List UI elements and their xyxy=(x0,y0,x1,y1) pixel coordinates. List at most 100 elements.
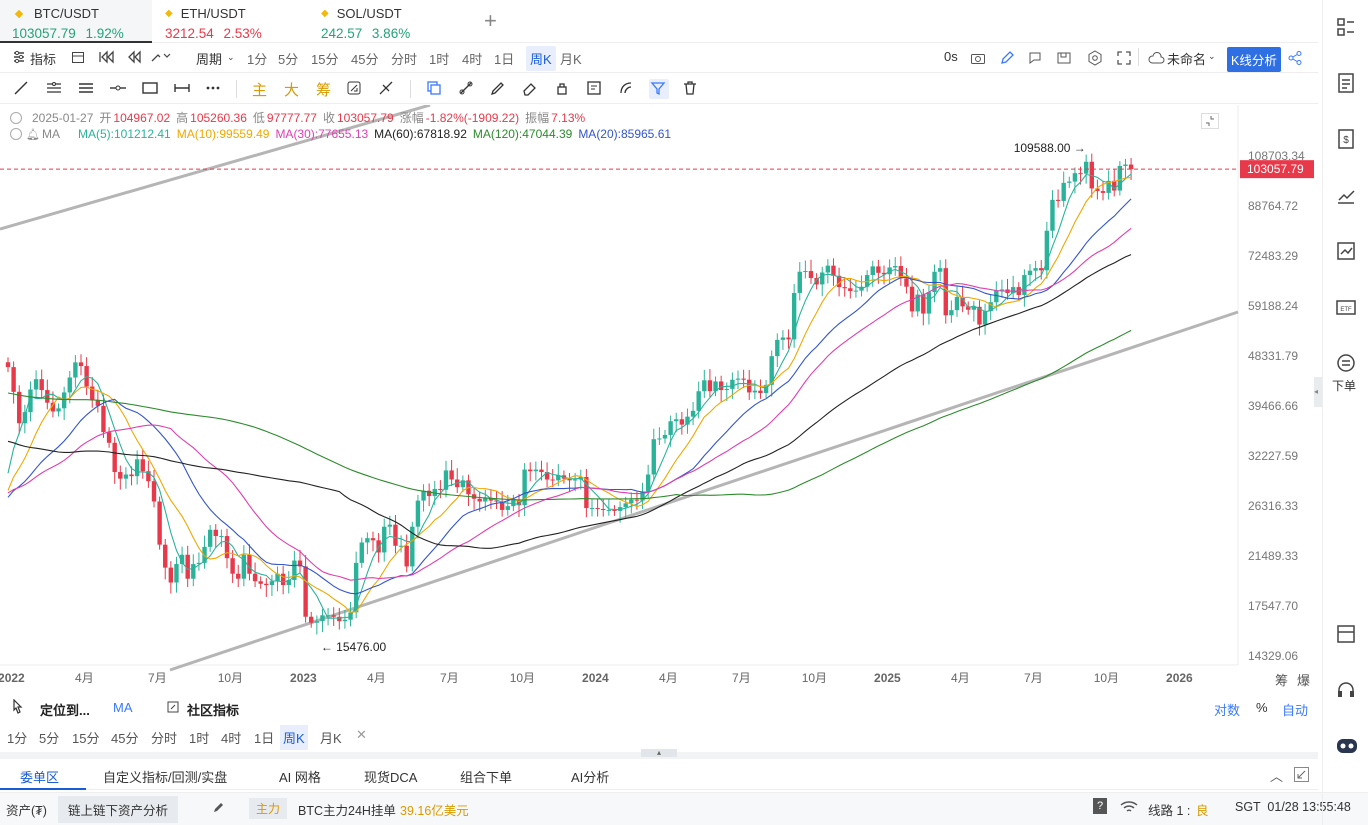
chart-panel-icon[interactable] xyxy=(1335,240,1357,262)
edit-icon[interactable] xyxy=(166,700,180,717)
period2-5[interactable]: 1时 xyxy=(189,731,210,746)
side-collapse-handle[interactable]: ◂ xyxy=(1314,377,1322,407)
period-0[interactable]: 1分 xyxy=(247,52,268,67)
chain-analysis-button[interactable]: 链上链下资产分析 xyxy=(58,796,179,823)
frame-icon[interactable] xyxy=(1027,51,1043,65)
pencil-icon[interactable] xyxy=(999,51,1015,65)
period2-1[interactable]: 5分 xyxy=(39,731,60,746)
trash-icon[interactable] xyxy=(681,79,701,99)
collapse-icon[interactable] xyxy=(1201,113,1219,129)
period-9[interactable]: 月K xyxy=(560,52,582,67)
dollar-icon[interactable]: $ xyxy=(1335,128,1357,150)
magnet-icon[interactable] xyxy=(345,79,365,99)
fullscreen-icon[interactable] xyxy=(1116,50,1132,66)
bottom-tab-0[interactable]: 委单区 xyxy=(20,770,60,785)
community-indicator[interactable]: 社区指标 xyxy=(187,703,240,718)
main-force-button[interactable]: 主 xyxy=(252,82,268,99)
save-icon[interactable] xyxy=(1056,51,1072,65)
indicator-button[interactable]: 指标 xyxy=(30,52,57,67)
trend-up-icon[interactable] xyxy=(1335,184,1357,206)
close-icon[interactable]: ✕ xyxy=(356,727,367,742)
brush-icon[interactable] xyxy=(489,79,509,99)
period-4[interactable]: 分时 xyxy=(391,52,418,67)
horizontal-ray-icon[interactable] xyxy=(109,79,129,99)
kline-analysis-button[interactable]: K线分析 xyxy=(1227,47,1281,72)
assets-label[interactable]: 资产(₮) xyxy=(6,804,47,818)
copy-icon[interactable] xyxy=(425,79,445,99)
pen-icon[interactable] xyxy=(212,800,226,817)
period-button[interactable]: 周期 xyxy=(196,52,223,67)
document-icon[interactable] xyxy=(1335,72,1357,94)
cloud-icon[interactable] xyxy=(1147,51,1165,65)
bottom-tab-2[interactable]: AI 网格 xyxy=(279,770,321,785)
ma-indicator[interactable]: MA xyxy=(113,700,133,715)
period-2[interactable]: 15分 xyxy=(311,52,339,67)
kline-chart[interactable]: 108703.34 88764.72 72483.29 59188.24 48331.7… xyxy=(0,105,1322,690)
period-8[interactable]: 周K xyxy=(526,46,556,71)
period2-9[interactable]: 月K xyxy=(320,731,342,746)
add-tab-icon[interactable]: + xyxy=(484,8,497,33)
rewind-icon[interactable] xyxy=(98,50,114,64)
hide-circle-icon[interactable] xyxy=(10,111,22,124)
camera-icon[interactable] xyxy=(970,51,986,65)
layout-icon[interactable] xyxy=(1335,623,1357,645)
expand-handle[interactable]: ▴ xyxy=(641,749,677,757)
tab-eth[interactable]: ◆ ETH/USDT 3212.54 2.53% xyxy=(156,0,308,43)
horizontal-lines-icon[interactable] xyxy=(77,79,97,99)
tab-sol[interactable]: ◆ SOL/USDT 242.57 3.86% xyxy=(312,0,464,43)
measure-icon[interactable] xyxy=(173,79,193,99)
period-5[interactable]: 1时 xyxy=(429,52,450,67)
gear-icon[interactable] xyxy=(1087,50,1103,66)
period2-0[interactable]: 1分 xyxy=(7,731,28,746)
seconds-label[interactable]: 0s xyxy=(944,49,958,64)
robot-icon[interactable] xyxy=(1335,734,1357,756)
help-icon[interactable]: ? xyxy=(1093,798,1107,814)
headset-icon[interactable] xyxy=(1335,679,1357,701)
rectangle-icon[interactable] xyxy=(141,79,161,99)
layout-name[interactable]: 未命名 xyxy=(1167,52,1207,67)
period2-4[interactable]: 分时 xyxy=(151,731,178,746)
orderbook-icon[interactable] xyxy=(1335,16,1357,38)
period-1[interactable]: 5分 xyxy=(278,52,299,67)
auto-scale[interactable]: 自动 xyxy=(1282,703,1309,718)
chips-button[interactable]: 筹 xyxy=(316,82,332,99)
period2-2[interactable]: 15分 xyxy=(72,731,100,746)
liquidation-toggle[interactable]: 爆 xyxy=(1297,673,1311,688)
panel-divider[interactable]: ▴ xyxy=(0,749,1318,759)
bottom-tab-3[interactable]: 现货DCA xyxy=(364,770,418,785)
bottom-tab-1[interactable]: 自定义指标/回测/实盘 xyxy=(103,770,228,785)
fib-icon[interactable] xyxy=(617,79,637,99)
indicator-icon[interactable] xyxy=(12,50,26,64)
large-order-button[interactable]: 大 xyxy=(284,82,300,99)
period2-8[interactable]: 周K xyxy=(280,725,308,750)
bottom-tab-4[interactable]: 组合下单 xyxy=(460,770,513,785)
calendar-icon[interactable] xyxy=(71,50,85,64)
period-6[interactable]: 4时 xyxy=(462,52,483,67)
chips-toggle[interactable]: 筹 xyxy=(1275,673,1289,688)
share-icon[interactable] xyxy=(1287,50,1303,66)
line-label[interactable]: 线路 1 : xyxy=(1148,804,1191,818)
chart-canvas[interactable]: 108703.34 88764.72 72483.29 59188.24 48331.7… xyxy=(0,105,1318,690)
filter-icon[interactable] xyxy=(649,79,669,99)
log-scale[interactable]: 对数 xyxy=(1214,703,1241,718)
period-3[interactable]: 45分 xyxy=(351,52,379,67)
bell-icon[interactable]: 🔔︎ xyxy=(26,128,40,141)
note-icon[interactable] xyxy=(585,79,605,99)
trendline-icon[interactable] xyxy=(12,79,32,99)
order-icon[interactable] xyxy=(1335,352,1357,374)
bottom-tab-5[interactable]: AI分析 xyxy=(571,770,610,785)
period2-3[interactable]: 45分 xyxy=(111,731,139,746)
hide-circle-icon[interactable] xyxy=(10,128,22,140)
period-7[interactable]: 1日 xyxy=(494,52,515,67)
period2-6[interactable]: 4时 xyxy=(221,731,242,746)
locate-to[interactable]: 定位到... xyxy=(40,703,90,718)
lock-icon[interactable] xyxy=(553,79,573,99)
replay-icon[interactable] xyxy=(126,50,142,64)
more-icon[interactable] xyxy=(204,79,224,99)
period2-7[interactable]: 1日 xyxy=(254,731,275,746)
cursor-icon[interactable] xyxy=(10,698,24,715)
hide-drawings-icon[interactable] xyxy=(377,79,397,99)
eraser-icon[interactable] xyxy=(521,79,541,99)
tab-btc[interactable]: BTC/USDT 103057.79 1.92% xyxy=(0,0,152,43)
order-label[interactable]: 下单 xyxy=(1332,379,1357,393)
